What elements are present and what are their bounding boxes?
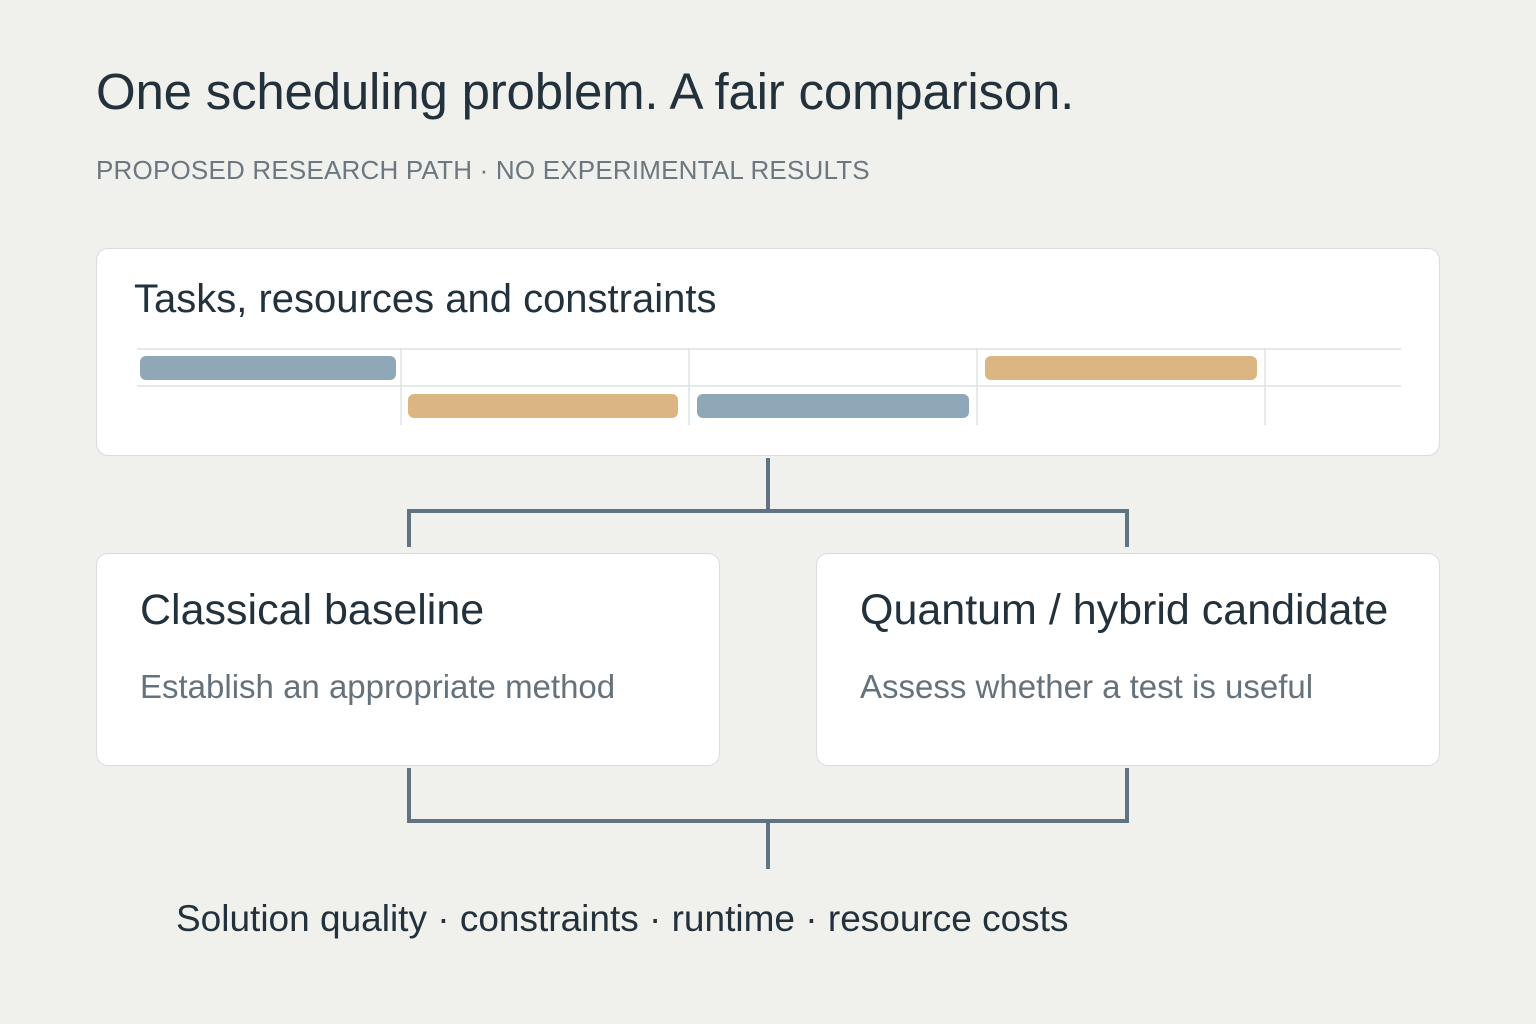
merge-connector <box>407 768 1129 823</box>
problem-card-title: Tasks, resources and constraints <box>134 277 717 321</box>
task-bar <box>985 356 1257 380</box>
quantum-hybrid-card: Quantum / hybrid candidate Assess whethe… <box>816 553 1440 766</box>
split-connector <box>407 458 770 547</box>
split-connector <box>768 509 1129 547</box>
schedule-sketch <box>137 348 1401 425</box>
approach-description: Assess whether a test is useful <box>860 668 1314 705</box>
classical-baseline-card: Classical baseline Establish an appropri… <box>96 553 720 766</box>
problem-card: Tasks, resources and constraints <box>96 248 1440 456</box>
page-subtitle: PROPOSED RESEARCH PATH · NO EXPERIMENTAL… <box>96 155 870 185</box>
task-bar <box>697 394 969 418</box>
approach-heading: Classical baseline <box>140 586 485 634</box>
approach-heading: Quantum / hybrid candidate <box>860 586 1389 634</box>
page-title: One scheduling problem. A fair compariso… <box>96 63 1075 120</box>
evaluation-metrics: Solution quality · constraints · runtime… <box>176 898 1069 939</box>
task-bar <box>408 394 678 418</box>
approach-description: Establish an appropriate method <box>140 668 616 705</box>
task-bar <box>140 356 396 380</box>
